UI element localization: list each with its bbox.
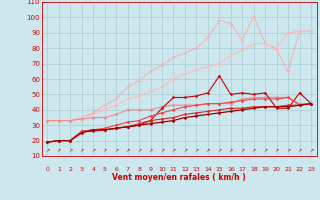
X-axis label: Vent moyen/en rafales ( km/h ): Vent moyen/en rafales ( km/h ) — [112, 174, 246, 182]
